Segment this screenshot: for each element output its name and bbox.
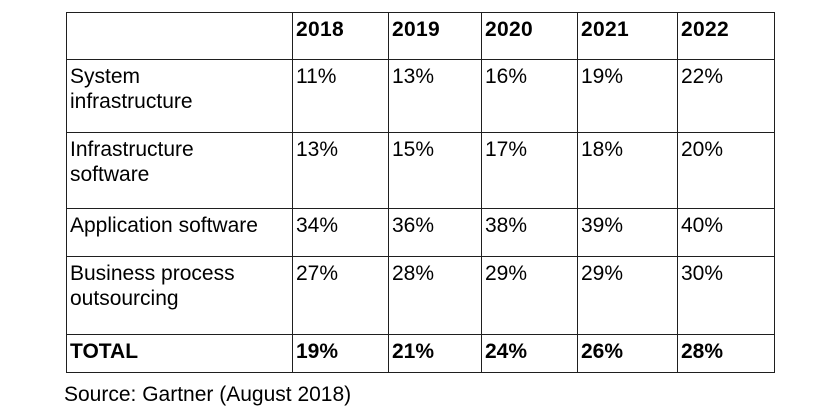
table-row-business-process-outsourcing: Business process outsourcing 27% 28% 29%… <box>66 256 775 335</box>
table-cell: 29% <box>577 256 678 335</box>
table-cell: 16% <box>481 59 578 133</box>
column-header-empty <box>66 12 293 60</box>
table-cell: 19% <box>577 59 678 133</box>
table-cell: 30% <box>677 256 775 335</box>
column-header-2022: 2022 <box>677 12 775 60</box>
table-cell: 13% <box>292 132 389 209</box>
table-cell: 26% <box>577 334 678 373</box>
row-label-total: TOTAL <box>66 334 293 373</box>
table-cell: 28% <box>388 256 482 335</box>
table-cell: 29% <box>481 256 578 335</box>
table-cell: 20% <box>677 132 775 209</box>
column-header-2020: 2020 <box>481 12 578 60</box>
table-cell: 24% <box>481 334 578 373</box>
table-cell: 40% <box>677 208 775 257</box>
column-header-2021: 2021 <box>577 12 678 60</box>
table-cell: 17% <box>481 132 578 209</box>
row-label: Application software <box>66 208 293 257</box>
table-cell: 19% <box>292 334 389 373</box>
table-row-system-infrastructure: System infrastructure 11% 13% 16% 19% 22… <box>66 59 775 133</box>
table-cell: 38% <box>481 208 578 257</box>
table-cell: 18% <box>577 132 678 209</box>
row-label: System infrastructure <box>66 59 293 133</box>
table-row-infrastructure-software: Infrastructure software 13% 15% 17% 18% … <box>66 132 775 209</box>
table-cell: 39% <box>577 208 678 257</box>
table-cell: 13% <box>388 59 482 133</box>
table-cell: 21% <box>388 334 482 373</box>
row-label: Business process outsourcing <box>66 256 293 335</box>
table-cell: 27% <box>292 256 389 335</box>
market-growth-table: 2018 2019 2020 2021 2022 System infrastr… <box>66 12 775 373</box>
table-row-total: TOTAL 19% 21% 24% 26% 28% <box>66 334 775 373</box>
table-cell: 36% <box>388 208 482 257</box>
column-header-2019: 2019 <box>388 12 482 60</box>
table-header-row: 2018 2019 2020 2021 2022 <box>66 12 775 60</box>
table-cell: 22% <box>677 59 775 133</box>
column-header-2018: 2018 <box>292 12 389 60</box>
table-cell: 11% <box>292 59 389 133</box>
table-cell: 34% <box>292 208 389 257</box>
table-row-application-software: Application software 34% 36% 38% 39% 40% <box>66 208 775 257</box>
table-cell: 15% <box>388 132 482 209</box>
table-cell: 28% <box>677 334 775 373</box>
row-label: Infrastructure software <box>66 132 293 209</box>
source-caption: Source: Gartner (August 2018) <box>64 383 352 406</box>
